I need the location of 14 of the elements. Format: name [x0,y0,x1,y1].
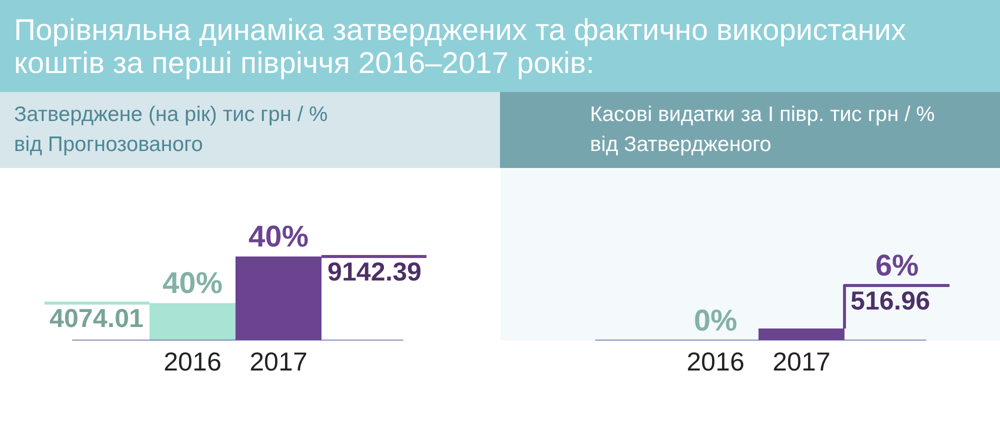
annotation: 40% [162,267,223,300]
annotation: 6% [875,250,919,282]
data-label: 9142.39 [328,256,422,286]
x-tick-label: 2017 [772,346,830,376]
x-tick-label: 2016 [164,346,222,376]
data-label: 516.96 [850,286,930,316]
x-tick-label: 2016 [686,346,744,376]
chart-subtitle: Затверджене (на рік) тис грн / % від Прогнозованого [14,102,329,158]
data-label: 4074.01 [50,303,144,334]
annotation: 40% [248,220,309,254]
text: Порівняльна динаміка затверджених та фактично використаних коштів за перші півріччя 2016–2017 років: [14,14,908,80]
annotation: 0% [694,304,738,338]
x-tick-label: 2017 [250,346,308,376]
chart-subtitle: Касові видатки за І півр. тис грн / % від Затвердженого [590,102,936,158]
